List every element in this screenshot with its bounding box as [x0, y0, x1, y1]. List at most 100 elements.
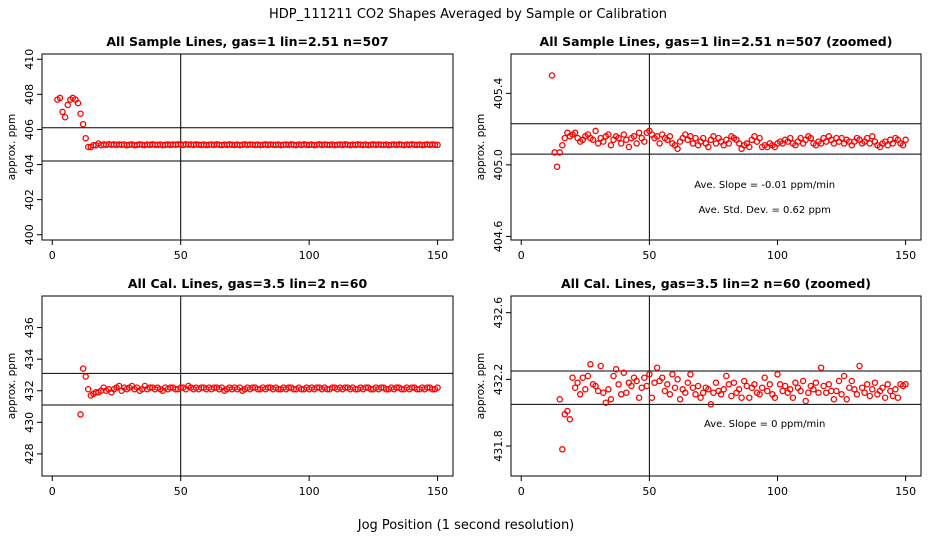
- annotation-text: Ave. Slope = -0.01 ppm/min: [694, 180, 835, 191]
- data-point: [830, 396, 838, 403]
- y-tick-label: 436: [23, 317, 36, 338]
- data-point: [666, 391, 674, 398]
- data-point: [712, 379, 720, 386]
- data-point: [858, 384, 866, 391]
- data-point: [605, 131, 612, 138]
- data-point: [571, 384, 579, 391]
- data-point: [559, 446, 566, 453]
- data-point: [56, 94, 64, 102]
- y-axis-label: approx. ppm: [6, 114, 18, 180]
- data-point: [771, 394, 779, 401]
- data-point: [848, 377, 856, 385]
- x-tick-label: 0: [518, 485, 525, 498]
- figure-x-label: Jog Position (1 second resolution): [357, 518, 575, 533]
- data-point: [892, 386, 899, 393]
- data-point: [751, 381, 758, 388]
- data-point: [630, 133, 638, 140]
- data-point: [730, 379, 738, 386]
- data-point: [635, 129, 643, 136]
- data-point: [710, 389, 717, 396]
- data-point: [689, 384, 697, 391]
- y-tick-label: 404: [23, 154, 36, 175]
- x-tick-label: 50: [174, 249, 188, 262]
- data-point: [610, 372, 617, 380]
- plot-frame: [41, 53, 454, 241]
- data-point: [807, 134, 815, 142]
- data-point: [820, 382, 827, 390]
- data-point: [799, 377, 807, 385]
- data-point: [699, 134, 707, 142]
- data-point: [434, 384, 441, 391]
- y-axis-label: approx. ppm: [475, 353, 487, 419]
- data-point: [756, 134, 763, 142]
- data-point: [564, 407, 571, 415]
- data-point: [822, 389, 830, 396]
- data-point: [623, 389, 630, 396]
- data-point: [620, 369, 628, 376]
- data-point: [789, 394, 797, 401]
- data-point: [779, 387, 786, 395]
- data-point: [674, 145, 681, 153]
- data-point: [74, 99, 82, 107]
- data-point: [746, 143, 753, 151]
- x-tick-label: 50: [642, 249, 656, 262]
- data-point: [646, 371, 653, 378]
- data-point: [615, 134, 622, 142]
- data-point: [77, 110, 84, 117]
- data-point: [802, 397, 809, 405]
- data-point: [625, 143, 633, 151]
- data-point: [792, 379, 799, 386]
- data-point: [607, 396, 615, 403]
- y-tick-label: 432.6: [492, 297, 505, 329]
- data-point: [605, 386, 612, 393]
- data-point: [628, 382, 635, 390]
- data-point: [561, 134, 569, 142]
- panel-title: All Sample Lines, gas=1 lin=2.51 n=507 (…: [540, 34, 893, 49]
- data-point: [658, 374, 666, 381]
- data-point: [82, 134, 89, 142]
- data-point: [838, 391, 845, 398]
- data-point: [881, 394, 889, 401]
- y-tick-label: 428: [23, 443, 36, 464]
- data-point: [902, 381, 909, 388]
- data-point: [697, 394, 704, 401]
- data-point: [738, 394, 745, 401]
- data-point: [600, 389, 607, 396]
- data-point: [684, 379, 692, 386]
- x-tick-label: 0: [49, 249, 56, 262]
- data-point: [746, 394, 753, 401]
- y-tick-label: 400: [23, 224, 36, 245]
- data-point: [651, 379, 658, 386]
- y-tick-label: 431.8: [492, 430, 505, 462]
- data-point: [589, 136, 597, 144]
- data-point: [774, 371, 781, 378]
- data-point: [574, 379, 581, 386]
- data-point: [669, 371, 676, 378]
- data-point: [641, 374, 648, 381]
- data-point: [687, 371, 694, 378]
- data-point: [682, 389, 689, 396]
- data-point: [653, 364, 661, 371]
- x-tick-label: 100: [299, 485, 320, 498]
- panel-2: All Sample Lines, gas=1 lin=2.51 n=507 (…: [475, 34, 922, 262]
- data-point: [705, 143, 712, 151]
- data-point: [840, 372, 848, 380]
- data-point: [825, 381, 833, 388]
- y-tick-label: 430: [23, 412, 36, 433]
- y-tick-label: 402: [23, 189, 36, 210]
- data-point: [594, 140, 602, 147]
- data-point: [434, 141, 441, 149]
- data-point: [869, 133, 876, 140]
- y-tick-label: 404.6: [492, 221, 505, 253]
- data-point: [548, 72, 556, 79]
- data-point: [594, 387, 602, 395]
- data-point: [712, 140, 720, 147]
- x-tick-label: 50: [642, 485, 656, 498]
- data-point: [869, 386, 876, 393]
- data-point: [851, 386, 858, 393]
- data-point: [725, 381, 733, 388]
- data-point: [597, 362, 604, 370]
- data-point: [797, 387, 804, 395]
- data-point: [556, 396, 563, 403]
- data-point: [638, 384, 645, 391]
